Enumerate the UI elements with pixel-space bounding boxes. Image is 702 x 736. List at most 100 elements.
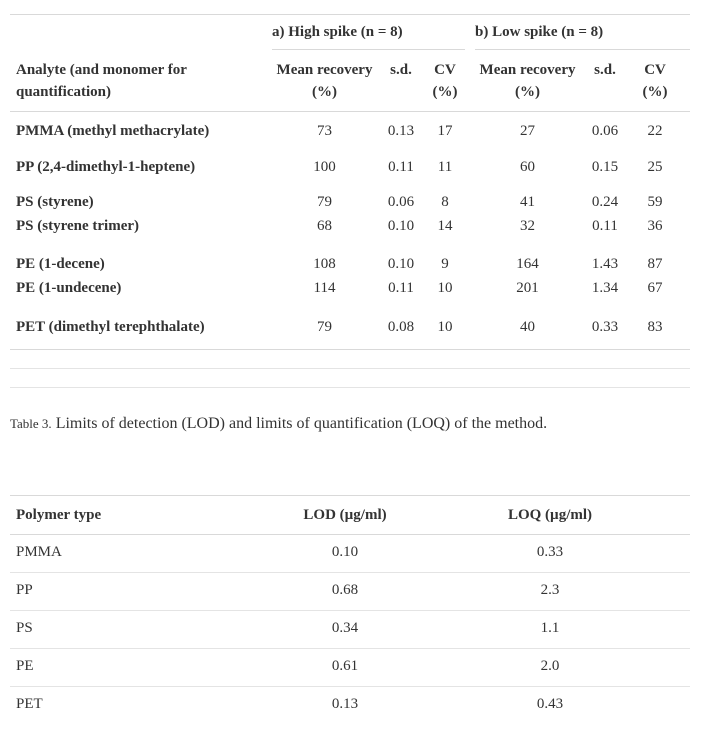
low-mean-column-header: Mean recovery (%) xyxy=(465,50,591,112)
value-cell: 1.43 xyxy=(591,256,619,272)
loq-value-cell: 0.33 xyxy=(536,544,564,560)
recovery-table-body: PMMA (methyl methacrylate) 73 0.13 17 27… xyxy=(10,112,691,350)
value-cell: 14 xyxy=(437,218,453,234)
value-cell: 0.10 xyxy=(387,218,415,234)
table-row: PP 0.68 2.3 xyxy=(10,572,690,611)
value-cell: 79 xyxy=(272,308,377,350)
high-spike-underline: a) High spike (n = 8) xyxy=(272,15,466,50)
polymer-cell: PP xyxy=(10,572,280,611)
caption-text: Limits of detection (LOD) and limits of … xyxy=(55,415,548,432)
value-cell: 41 xyxy=(520,194,536,210)
loq-value-cell: 0.43 xyxy=(410,686,690,724)
percent-unit-label: (%) xyxy=(432,84,458,100)
value-cell: 17 xyxy=(437,123,453,139)
percent-unit-label: (%) xyxy=(642,84,668,100)
loq-value-cell: 2.3 xyxy=(410,572,690,611)
lod-value-cell: 0.68 xyxy=(280,572,410,611)
loq-value-cell: 1.1 xyxy=(410,610,690,649)
high-spike-label: a) High spike (n = 8) xyxy=(272,24,403,40)
analyte-cell: PET (dimethyl terephthalate) xyxy=(10,308,272,350)
group-header-low-spike: b) Low spike (n = 8) xyxy=(465,15,691,50)
value-cell: 0.13 xyxy=(387,123,415,139)
value-cell: 10 xyxy=(437,280,453,296)
polymer-type-column-header: Polymer type xyxy=(10,495,280,535)
lod-value-cell: 0.10 xyxy=(331,544,359,560)
polymer-cell: PS xyxy=(10,610,280,649)
mean-recovery-label: Mean recovery xyxy=(276,62,373,78)
lod-value-cell: 0.13 xyxy=(280,686,410,724)
table-row: PE 0.61 2.0 xyxy=(10,648,690,687)
low-spike-underline: b) Low spike (n = 8) xyxy=(475,15,691,50)
polymer-cell: PMMA xyxy=(16,544,62,560)
lod-value-cell: 0.34 xyxy=(280,610,410,649)
value-cell: 59 xyxy=(647,194,663,210)
high-sd-column-header: s.d. xyxy=(377,50,425,112)
table-row: PMMA 0.10 0.33 xyxy=(10,535,690,573)
value-cell: 8 xyxy=(441,194,449,210)
table-row: PMMA (methyl methacrylate) 73 0.13 17 27… xyxy=(10,112,690,150)
value-cell: 83 xyxy=(620,308,691,350)
lod-value-cell: 0.61 xyxy=(280,648,410,687)
analyte-header-line2: quantification) xyxy=(16,84,112,100)
sd-label: s.d. xyxy=(390,62,412,78)
value-cell: 60 xyxy=(520,159,536,175)
table-row: PS (styrene trimer) 68 0.10 14 32 0.11 3… xyxy=(10,212,690,246)
analyte-header-line1: Analyte (and monomer for xyxy=(16,62,187,78)
value-cell: 87 xyxy=(647,256,663,272)
high-cv-column-header: CV (%) xyxy=(425,50,466,112)
value-cell: 73 xyxy=(317,123,332,139)
percent-unit-label: (%) xyxy=(515,84,541,100)
lod-loq-table-body: PMMA 0.10 0.33 PP 0.68 2.3 PS 0.34 1.1 P… xyxy=(10,535,690,724)
analyte-cell: PS (styrene) xyxy=(16,194,94,210)
value-cell: 0.11 xyxy=(592,218,618,234)
lod-loq-table: Polymer type LOD (µg/ml) LOQ (µg/ml) PMM… xyxy=(10,495,690,724)
table-caption: Table 3. Limits of detection (LOD) and l… xyxy=(10,414,690,434)
analyte-cell: PP (2,4-dimethyl-1-heptene) xyxy=(16,159,196,175)
value-cell: 11 xyxy=(437,159,453,175)
loq-value-cell: 2.0 xyxy=(410,648,690,687)
table-row: PET 0.13 0.43 xyxy=(10,686,690,724)
value-cell: 67 xyxy=(647,280,663,296)
value-cell: 0.11 xyxy=(388,159,414,175)
value-cell: 0.33 xyxy=(590,308,621,350)
low-cv-column-header: CV (%) xyxy=(620,50,691,112)
group-header-spacer xyxy=(10,15,272,51)
value-cell: 0.11 xyxy=(388,280,414,296)
analyte-column-header: Analyte (and monomer for quantification) xyxy=(10,50,272,112)
value-cell: 40 xyxy=(465,308,591,350)
table-row: PS (styrene) 79 0.06 8 41 0.24 59 xyxy=(10,185,690,212)
analyte-cell: PS (styrene trimer) xyxy=(16,218,140,234)
table-row: PET (dimethyl terephthalate) 79 0.08 10 … xyxy=(10,308,691,350)
analyte-cell: PE (1-undecene) xyxy=(16,280,122,296)
value-cell: 10 xyxy=(425,308,466,350)
value-cell: 100 xyxy=(313,159,336,175)
value-cell: 0.06 xyxy=(387,194,415,210)
mean-recovery-label: Mean recovery xyxy=(479,62,576,78)
value-cell: 164 xyxy=(516,256,539,272)
group-header-row: a) High spike (n = 8) b) Low spike (n = … xyxy=(10,15,691,51)
cv-label: CV xyxy=(434,62,456,78)
group-header-high-spike: a) High spike (n = 8) xyxy=(272,15,466,50)
loq-column-header: LOQ (µg/ml) xyxy=(410,495,690,535)
value-cell: 22 xyxy=(647,123,663,139)
analyte-cell: PE (1-decene) xyxy=(16,256,105,272)
value-cell: 201 xyxy=(516,280,539,296)
value-cell: 0.06 xyxy=(591,123,619,139)
cv-label: CV xyxy=(644,62,666,78)
lod-column-header: LOD (µg/ml) xyxy=(280,495,410,535)
value-cell: 25 xyxy=(647,159,663,175)
value-cell: 1.34 xyxy=(591,280,619,296)
recovery-table-head: a) High spike (n = 8) b) Low spike (n = … xyxy=(10,15,691,112)
value-cell: 0.24 xyxy=(591,194,619,210)
table-row: PE (1-decene) 108 0.10 9 164 1.43 87 xyxy=(10,246,690,274)
polymer-cell: PE xyxy=(10,648,280,687)
percent-unit-label: (%) xyxy=(312,84,337,100)
analyte-cell: PMMA (methyl methacrylate) xyxy=(16,123,210,139)
value-cell: 0.08 xyxy=(377,308,425,350)
value-cell: 9 xyxy=(441,256,449,272)
value-cell: 79 xyxy=(317,194,332,210)
column-header-row: Polymer type LOD (µg/ml) LOQ (µg/ml) xyxy=(10,495,690,535)
value-cell: 108 xyxy=(313,256,336,272)
caption-label: Table 3. xyxy=(10,416,52,431)
